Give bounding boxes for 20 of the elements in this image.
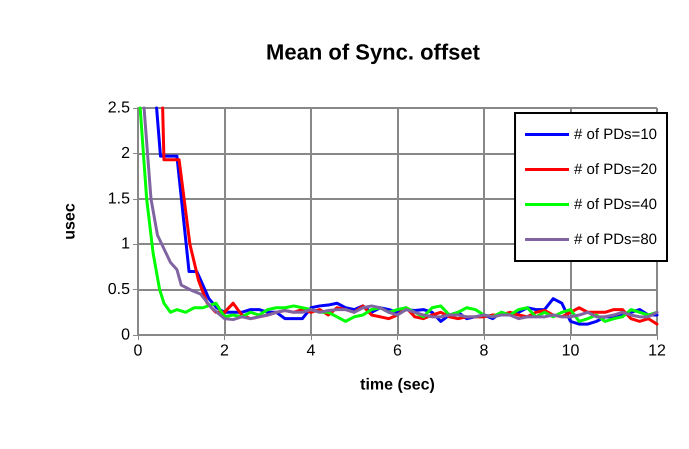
x-tick-label: 10: [562, 342, 580, 360]
chart-title: Mean of Sync. offset: [266, 40, 481, 64]
x-tick-label: 2: [220, 342, 230, 360]
legend-label: # of PDs=10: [574, 126, 657, 143]
x-tick-label: 8: [480, 342, 489, 360]
legend-label: # of PDs=80: [574, 231, 657, 248]
y-tick-label: 0.5: [108, 281, 130, 298]
y-tick-label: 1.5: [108, 190, 130, 208]
y-tick-label: 0: [121, 326, 130, 344]
y-tick-label: 2.5: [108, 100, 130, 116]
legend-label: # of PDs=40: [574, 196, 657, 213]
x-tick-label: 4: [306, 342, 316, 360]
x-tick-label: 6: [393, 342, 402, 360]
legend-label: # of PDs=20: [574, 161, 657, 178]
x-tick-label: 12: [648, 342, 666, 360]
x-axis-title: time (sec): [360, 376, 435, 394]
x-tick-label: 0: [134, 342, 143, 360]
y-tick-label: 2: [121, 144, 130, 162]
y-tick-label: 1: [121, 236, 130, 253]
y-axis-title: usec: [62, 203, 78, 240]
